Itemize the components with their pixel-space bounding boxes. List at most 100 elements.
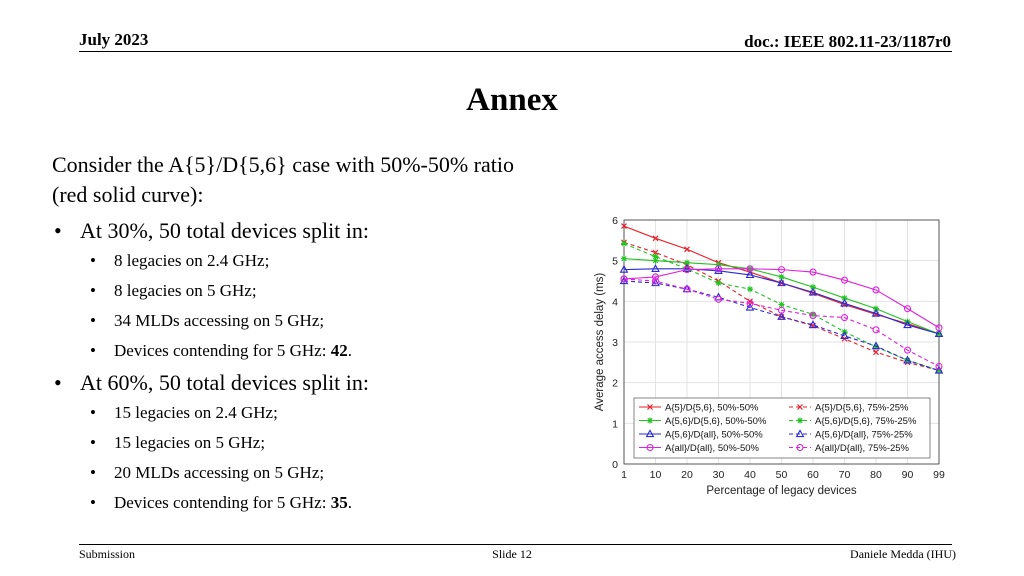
y-tick-label: 2: [612, 378, 618, 390]
header-doc-id: doc.: IEEE 802.11-23/1187r0: [744, 32, 951, 51]
data-point: [809, 268, 817, 276]
intro-line-2: (red solid curve):: [52, 182, 204, 207]
data-point: [683, 285, 691, 293]
sub-bullet: 34 MLDs accessing on 5 GHz;: [52, 306, 612, 336]
legend-marker: [797, 404, 803, 410]
x-tick-label: 50: [776, 469, 788, 481]
data-point: [778, 301, 785, 308]
data-point: [873, 343, 879, 350]
contending-suffix: .: [347, 493, 352, 512]
data-point: [715, 280, 722, 287]
data-point: [935, 324, 943, 332]
header-date: July 2023: [79, 30, 149, 49]
data-point: [840, 314, 849, 322]
footer-author: Daniele Medda (IHU): [850, 547, 956, 561]
contending-label: Devices contending for 5 GHz:: [114, 493, 331, 512]
data-point: [621, 255, 627, 262]
y-tick-label: 0: [612, 459, 618, 471]
bullet-heading-60: At 60%, 50 total devices split in:: [52, 368, 612, 398]
data-point: [621, 223, 627, 230]
x-axis-label: Percentage of legacy devices: [706, 485, 856, 497]
data-point: [683, 266, 691, 274]
data-point: [652, 235, 659, 242]
footer-submission: Submission: [79, 547, 136, 561]
legend-entry-5: A{5,6}/D{all}, 75%-25%: [815, 430, 913, 441]
x-tick-label: 80: [870, 469, 882, 481]
data-point: [808, 287, 818, 296]
legend-entry-1: A{5}/D{5,6}, 75%-25%: [815, 403, 909, 414]
y-tick-label: 3: [612, 337, 618, 349]
data-point: [873, 349, 879, 356]
data-point: [714, 265, 723, 273]
data-point: [745, 302, 755, 311]
data-point: [903, 346, 912, 354]
data-point: [841, 295, 848, 302]
legend-marker: [646, 443, 654, 452]
data-point: [621, 240, 627, 247]
delay-chart: 1 10 20 30 40 50 60 70 80 90 99 0 1 2 3 4 5 6 Percentage o…: [590, 212, 952, 502]
x-tick-label: 60: [807, 469, 819, 481]
data-point: [871, 341, 881, 350]
data-point: [777, 278, 786, 287]
x-tick-label: 70: [839, 469, 851, 481]
data-point: [619, 276, 629, 285]
data-point: [936, 330, 942, 337]
data-point: [746, 299, 754, 307]
x-tick-label: 30: [713, 469, 725, 481]
legend-entry-4: A{5,6}/D{all}, 50%-50%: [665, 430, 763, 441]
slide-title: Annex: [466, 82, 558, 118]
sub-bullet: 20 MLDs accessing on 5 GHz;: [52, 458, 612, 488]
series-line-5: [623, 280, 940, 371]
y-axis-label: Average access delay (ms): [594, 273, 606, 412]
data-point: [903, 305, 912, 313]
footer-slide-number: Slide 12: [492, 547, 532, 561]
legend-entry-2: A{5,6}/D{5,6}, 50%-50%: [665, 416, 767, 427]
y-tick-label: 4: [612, 296, 618, 308]
sub-bullet: 8 legacies on 2.4 GHz;: [52, 246, 612, 276]
legend-entry-0: A{5}/D{5,6}, 50%-50%: [665, 403, 759, 414]
data-point: [745, 270, 755, 279]
header-divider: [79, 51, 952, 52]
data-point: [714, 295, 723, 303]
data-point: [871, 308, 881, 317]
x-tick-label: 10: [650, 469, 662, 481]
data-point: [840, 331, 849, 340]
legend-marker: [797, 417, 803, 424]
data-point: [652, 257, 659, 264]
x-tick-label: 99: [933, 469, 945, 481]
data-point: [620, 275, 628, 283]
plot-frame: [623, 219, 940, 465]
slide-body: Consider the A{5}/D{5,6} case with 50%-5…: [52, 150, 612, 518]
data-point: [777, 266, 786, 274]
y-tick-label: 1: [612, 418, 618, 430]
legend-marker: [795, 429, 805, 438]
legend-marker: [645, 429, 655, 438]
data-point: [840, 298, 849, 307]
sub-bullet: 15 legacies on 2.4 GHz;: [52, 398, 612, 428]
data-point: [684, 259, 690, 266]
series-line-6: [623, 268, 940, 329]
sub-bullet: 8 legacies on 5 GHz;: [52, 276, 612, 306]
legend-marker: [796, 443, 804, 452]
footer-divider: [79, 544, 952, 545]
data-point: [747, 286, 753, 293]
sub-bullet-contending: Devices contending for 5 GHz: 42.: [52, 336, 612, 366]
legend-marker: [647, 417, 653, 424]
sub-bullet-contending: Devices contending for 5 GHz: 35.: [52, 488, 612, 518]
x-tick-label: 1: [621, 469, 627, 481]
data-point: [872, 286, 880, 294]
data-point: [935, 362, 943, 370]
data-point: [682, 264, 692, 272]
data-point: [651, 273, 660, 281]
legend-box: [633, 397, 931, 459]
intro-line-1: Consider the A{5}/D{5,6} case with 50%-5…: [52, 152, 514, 177]
data-point: [777, 306, 786, 314]
data-point: [684, 246, 690, 253]
data-point: [903, 355, 912, 364]
x-tick-label: 20: [681, 469, 693, 481]
y-tick-label: 6: [612, 215, 618, 227]
data-point: [714, 266, 723, 274]
data-point: [934, 365, 944, 374]
contending-suffix: .: [347, 341, 352, 360]
data-point: [746, 265, 754, 273]
